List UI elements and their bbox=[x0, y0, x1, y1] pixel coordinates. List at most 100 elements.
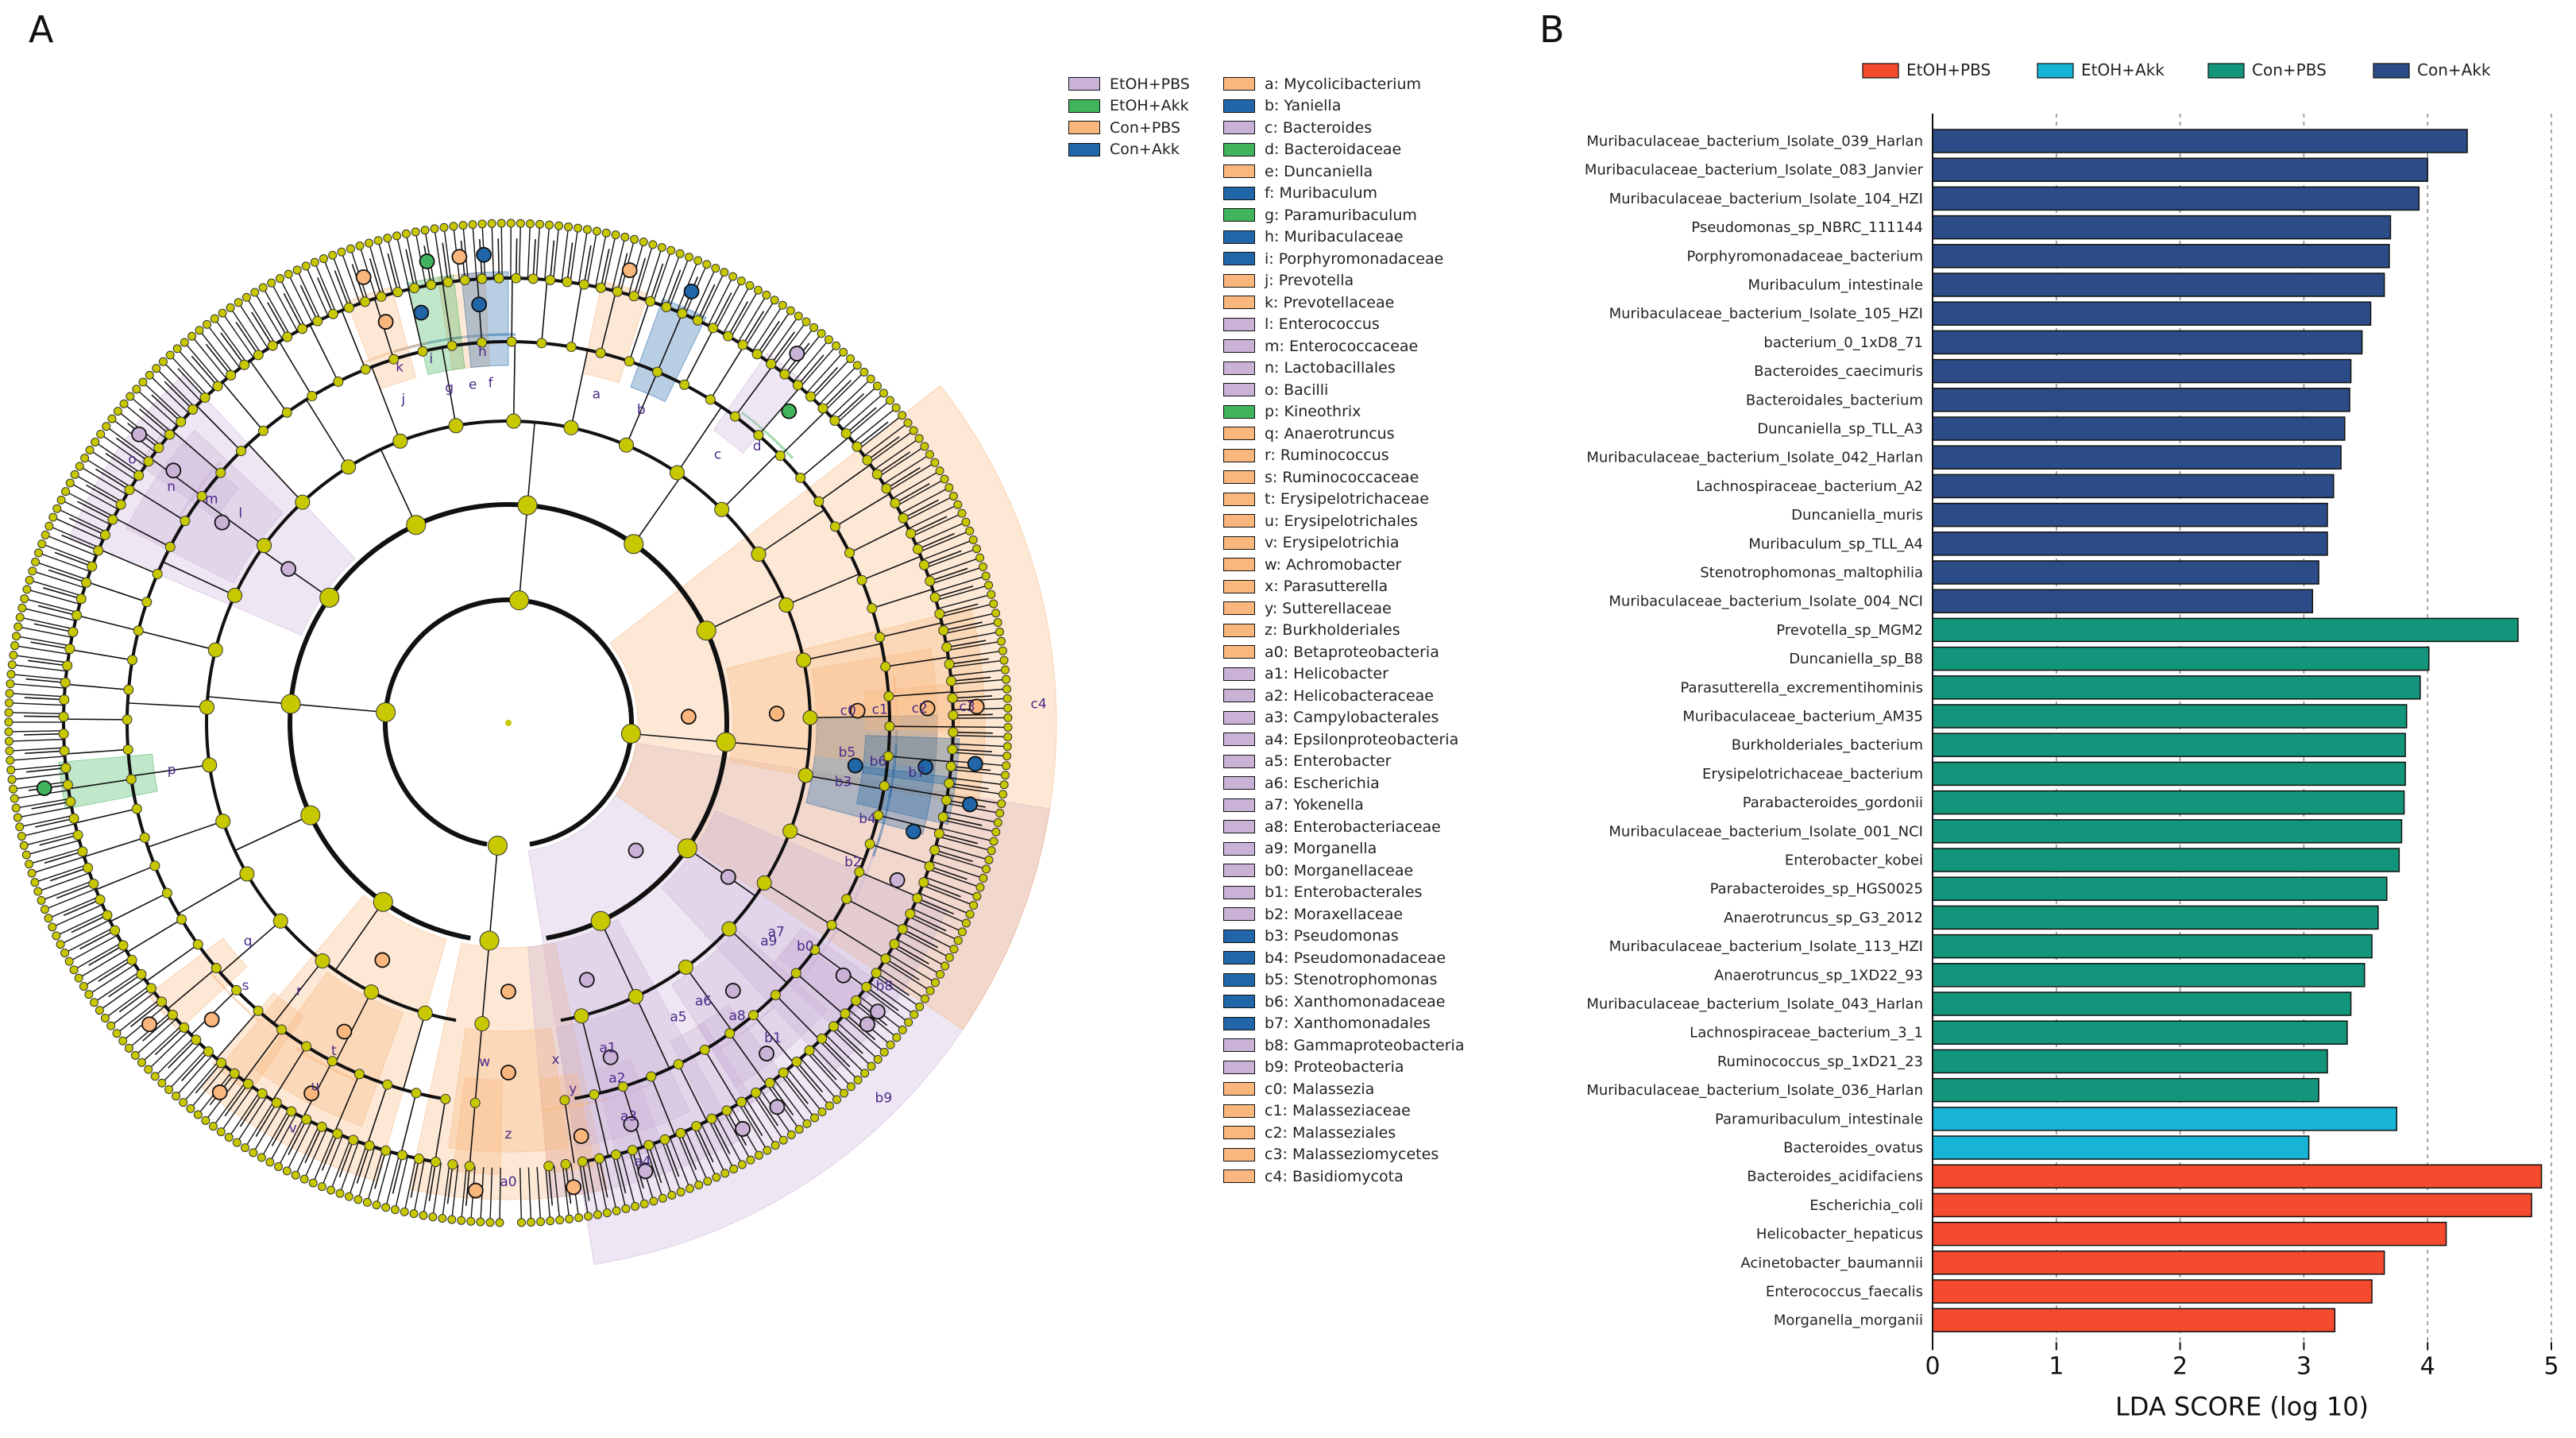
tree-branch bbox=[666, 269, 682, 307]
tree-leaf-branch bbox=[247, 300, 276, 345]
tree-branch bbox=[929, 865, 967, 880]
tree-leaf-branch bbox=[928, 868, 978, 887]
tree-node bbox=[884, 721, 895, 732]
leaf-node bbox=[658, 1193, 667, 1203]
tree-node bbox=[343, 302, 354, 313]
tree-branch bbox=[255, 1102, 277, 1138]
lda-bar bbox=[1932, 388, 2350, 412]
leaf-node bbox=[193, 1110, 203, 1119]
tree-node bbox=[856, 574, 867, 586]
leaf-node bbox=[107, 414, 117, 423]
tree-branch bbox=[541, 280, 548, 343]
leaf-node bbox=[9, 651, 18, 660]
tree-leaf-branch bbox=[527, 226, 531, 279]
tree-node bbox=[68, 626, 79, 637]
legend-swatch bbox=[1223, 514, 1255, 528]
clade-letter-b9: b9 bbox=[875, 1090, 893, 1106]
significant-node-a4 bbox=[578, 972, 595, 988]
leaf-node bbox=[362, 1197, 372, 1207]
leaf-node bbox=[611, 230, 620, 240]
leaf-node bbox=[872, 381, 882, 391]
tree-branch bbox=[835, 493, 890, 528]
tree-branch bbox=[168, 1039, 197, 1069]
leaf-node bbox=[1002, 752, 1012, 761]
tree-leaf-branch bbox=[44, 544, 94, 564]
legend-swatch bbox=[1223, 142, 1255, 157]
tree-node bbox=[59, 694, 70, 705]
tree-branch bbox=[934, 849, 973, 863]
bar-label: Muribaculaceae_bacterium_Isolate_042_Har… bbox=[1586, 450, 1923, 466]
tree-node bbox=[589, 1089, 600, 1100]
tree-branch bbox=[220, 332, 245, 365]
taxon-legend-item: o: Bacilli bbox=[1223, 379, 1493, 401]
tree-branch bbox=[600, 291, 617, 354]
tree-node bbox=[912, 543, 923, 555]
tree-leaf-branch bbox=[108, 427, 151, 460]
bar-label: Enterococcus_faecalis bbox=[1766, 1284, 1923, 1301]
tree-node bbox=[271, 1097, 282, 1108]
taxon-legend-item: d: Bacteroidaceae bbox=[1223, 139, 1493, 161]
tree-leaf-branch bbox=[774, 1079, 806, 1122]
tree-branch bbox=[917, 897, 954, 915]
tree-leaf-branch bbox=[620, 1153, 635, 1204]
significant-node-b8 bbox=[720, 868, 736, 885]
tree-root bbox=[505, 720, 512, 726]
leaf-node bbox=[736, 276, 746, 286]
leaf-node bbox=[179, 1098, 188, 1107]
tree-branch bbox=[181, 1050, 209, 1081]
tree-branch bbox=[130, 1001, 163, 1027]
tree-node bbox=[493, 273, 504, 284]
leaf-node bbox=[44, 521, 54, 531]
tree-branch bbox=[678, 1064, 708, 1122]
tree-branch bbox=[42, 587, 82, 600]
tree-leaf-branch bbox=[307, 269, 329, 317]
tree-node bbox=[545, 274, 556, 285]
tree-node bbox=[442, 276, 454, 288]
bar-label: Muribaculaceae_bacterium_AM35 bbox=[1682, 709, 1923, 725]
leaf-node bbox=[130, 1050, 140, 1060]
tree-leaf-branch bbox=[434, 231, 443, 284]
tree-branch bbox=[24, 715, 64, 717]
lda-bar bbox=[1932, 474, 2335, 499]
tree-node bbox=[226, 369, 237, 381]
leaf-node bbox=[860, 1069, 870, 1078]
tree-node bbox=[360, 364, 371, 375]
leaf-node bbox=[420, 226, 430, 235]
tree-leaf-branch bbox=[15, 664, 67, 672]
clade-letter-h: h bbox=[478, 344, 487, 360]
legend-label: y: Sutterellaceae bbox=[1265, 599, 1392, 617]
significant-node-a7 bbox=[870, 1003, 886, 1020]
tree-branch bbox=[740, 1101, 763, 1136]
leaf-node bbox=[998, 646, 1007, 655]
tree-branch bbox=[145, 944, 199, 982]
clade-highlight-b bbox=[630, 298, 707, 403]
tree-node bbox=[889, 938, 900, 949]
bar-label: Paramuribaculum_intestinale bbox=[1715, 1111, 1923, 1127]
leaf-node bbox=[319, 254, 328, 264]
bar-label: Porphyromonadaceae_bacterium bbox=[1687, 248, 1923, 265]
tree-node bbox=[721, 921, 737, 937]
tree-leaf-branch bbox=[67, 927, 114, 953]
significant-node-y bbox=[573, 1128, 589, 1144]
leaf-node bbox=[381, 1203, 391, 1212]
leaf-node bbox=[1002, 761, 1011, 771]
tree-branch bbox=[167, 967, 217, 1010]
clade-letter-a9: a9 bbox=[760, 934, 777, 949]
clade-letter-p: p bbox=[168, 763, 176, 779]
tree-branch bbox=[866, 986, 899, 1011]
clade-letter-b7: b7 bbox=[908, 765, 925, 781]
tree-branch bbox=[875, 972, 910, 996]
leaf-node bbox=[390, 1205, 400, 1215]
tree-node bbox=[944, 778, 955, 789]
leaf-node bbox=[527, 1217, 536, 1227]
tree-leaf-branch bbox=[668, 260, 689, 309]
bar-label: Parabacteroides_sp_HGS0025 bbox=[1710, 881, 1923, 898]
tree-node bbox=[75, 593, 87, 605]
tree-branch bbox=[130, 486, 186, 522]
tree-node bbox=[948, 709, 959, 721]
leaf-node bbox=[631, 1201, 640, 1211]
tree-leaf-branch bbox=[145, 384, 183, 420]
tree-leaf-branch bbox=[298, 273, 321, 320]
tree-node bbox=[563, 419, 579, 435]
legend-label: EtOH+Akk bbox=[1110, 97, 1189, 115]
